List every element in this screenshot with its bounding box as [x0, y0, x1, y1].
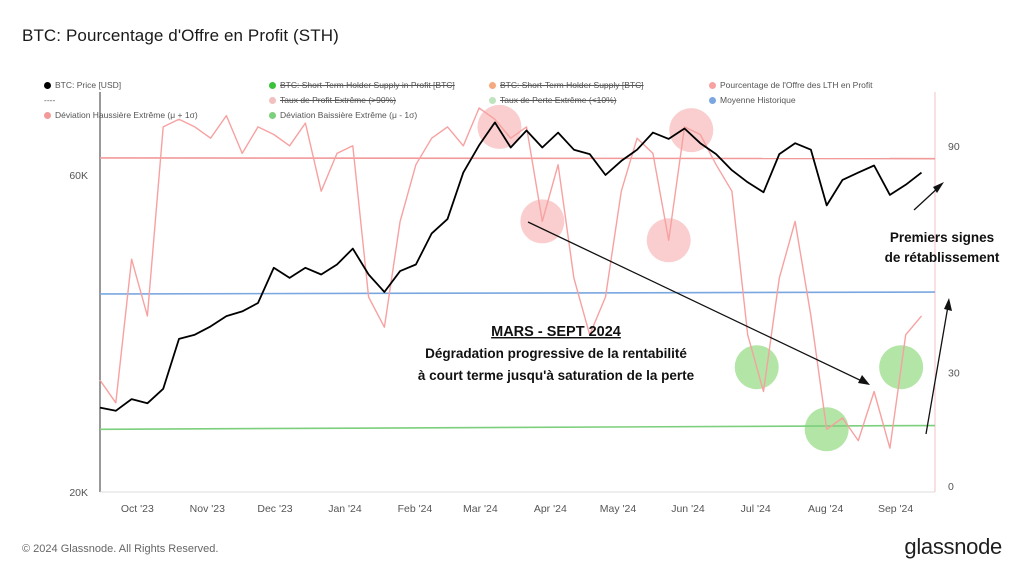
- page-title: BTC: Pourcentage d'Offre en Profit (STH): [22, 26, 339, 45]
- x-tick-label: Feb '24: [398, 503, 433, 515]
- legend-label: Déviation Haussière Extrême (μ + 1σ): [55, 110, 198, 120]
- legend-dot-icon: [269, 81, 276, 89]
- y-right-tick-label: 0: [948, 481, 954, 493]
- trend-arrow: [527, 221, 867, 384]
- legend-item-lower-deviation[interactable]: Déviation Baissière Extrême (μ - 1σ): [269, 110, 417, 120]
- x-tick-label: Aug '24: [808, 503, 843, 515]
- tick-labels: Oct '23 Nov '23 Dec '23 Jan '24 Feb '24 Mar '…: [69, 141, 960, 515]
- legend-dot-icon: [709, 81, 716, 89]
- trend-arrow-head: [858, 375, 870, 385]
- lth-profit-line: [99, 107, 923, 449]
- legend-label: BTC: Short-Term Holder Supply in Profit …: [280, 80, 455, 90]
- x-tick-label: Mar '24: [463, 503, 498, 515]
- legend-dot-icon: [489, 81, 496, 89]
- legend-label: Moyenne Historique: [720, 95, 796, 105]
- x-tick-label: Nov '23: [190, 503, 225, 515]
- legend-item-price[interactable]: BTC: Price [USD]: [44, 80, 121, 90]
- x-tick-label: May '24: [600, 503, 637, 515]
- x-tick-label: Oct '23: [121, 503, 154, 515]
- reference-line: [99, 157, 936, 160]
- annotation-side-line1: Premiers signes: [890, 230, 994, 245]
- legend-label: Déviation Baissière Extrême (μ - 1σ): [280, 110, 418, 120]
- legend-item-extreme-profit[interactable]: Taux de Profit Extrême (>90%): [269, 95, 396, 105]
- glassnode-logo: glassnode: [904, 534, 1002, 559]
- legend-label: ----: [44, 95, 56, 105]
- y-right-tick-label: 90: [948, 141, 960, 153]
- x-tick-label: Jan '24: [328, 503, 362, 515]
- legend-label: Taux de Perte Extrême (<10%): [500, 95, 617, 105]
- y-right-tick-label: 30: [948, 368, 960, 380]
- annotation-side-line2: de rétablissement: [885, 250, 1000, 265]
- legend-dot-icon: [269, 111, 276, 119]
- legend-label: BTC: Price [USD]: [55, 80, 122, 90]
- y-left-tick-label: 20K: [69, 487, 88, 499]
- annotation-main-line1: Dégradation progressive de la rentabilit…: [425, 346, 687, 361]
- highlight-circles: [477, 104, 924, 452]
- legend-dot-icon: [489, 96, 496, 104]
- btc-price-line: [99, 121, 923, 412]
- x-tick-label: Apr '24: [534, 503, 567, 515]
- legend-label: BTC: Short-Term Holder Supply [BTC]: [500, 80, 644, 90]
- annotation-arrows: [527, 182, 952, 435]
- annotation-main-title: MARS - SEPT 2024: [491, 324, 621, 340]
- reference-lines: [99, 157, 936, 431]
- legend-item-sth-profit[interactable]: BTC: Short-Term Holder Supply in Profit …: [269, 80, 455, 90]
- recovery-arrow-lower-head: [944, 298, 952, 311]
- annotation-text: MARS - SEPT 2024 Dégradation progressive…: [418, 230, 1000, 383]
- x-tick-label: Dec '23: [257, 503, 292, 515]
- legend-label: Taux de Profit Extrême (>90%): [280, 95, 396, 105]
- legend-item-upper-deviation[interactable]: Déviation Haussière Extrême (μ + 1σ): [44, 110, 198, 120]
- copyright-footer: © 2024 Glassnode. All Rights Reserved.: [22, 543, 219, 555]
- annotation-main-line2: à court terme jusqu'à saturation de la p…: [418, 368, 695, 383]
- legend-item-sth-supply[interactable]: BTC: Short-Term Holder Supply [BTC]: [489, 80, 644, 90]
- y-left-tick-label: 60K: [69, 170, 88, 182]
- legend-dot-icon: [44, 81, 51, 89]
- x-tick-label: Sep '24: [878, 503, 913, 515]
- reference-line: [99, 291, 936, 295]
- lth-series: [99, 107, 923, 449]
- legend-item-dashes: ----: [44, 95, 55, 105]
- legend-label: Pourcentage de l'Offre des LTH en Profit: [720, 80, 873, 90]
- legend-item-lth-profit[interactable]: Pourcentage de l'Offre des LTH en Profit: [709, 80, 873, 90]
- recovery-arrow-lower: [925, 305, 949, 435]
- legend-dot-icon: [269, 96, 276, 104]
- legend-item-extreme-loss[interactable]: Taux de Perte Extrême (<10%): [489, 95, 616, 105]
- x-tick-label: Jul '24: [741, 503, 771, 515]
- legend-dot-icon: [709, 96, 716, 104]
- reference-line: [99, 424, 936, 431]
- legend-dot-icon: [44, 111, 51, 119]
- legend-item-historical-mean[interactable]: Moyenne Historique: [709, 95, 796, 105]
- price-series: [99, 121, 923, 412]
- x-tick-label: Jun '24: [671, 503, 705, 515]
- recovery-arrow-upper-head: [933, 182, 944, 193]
